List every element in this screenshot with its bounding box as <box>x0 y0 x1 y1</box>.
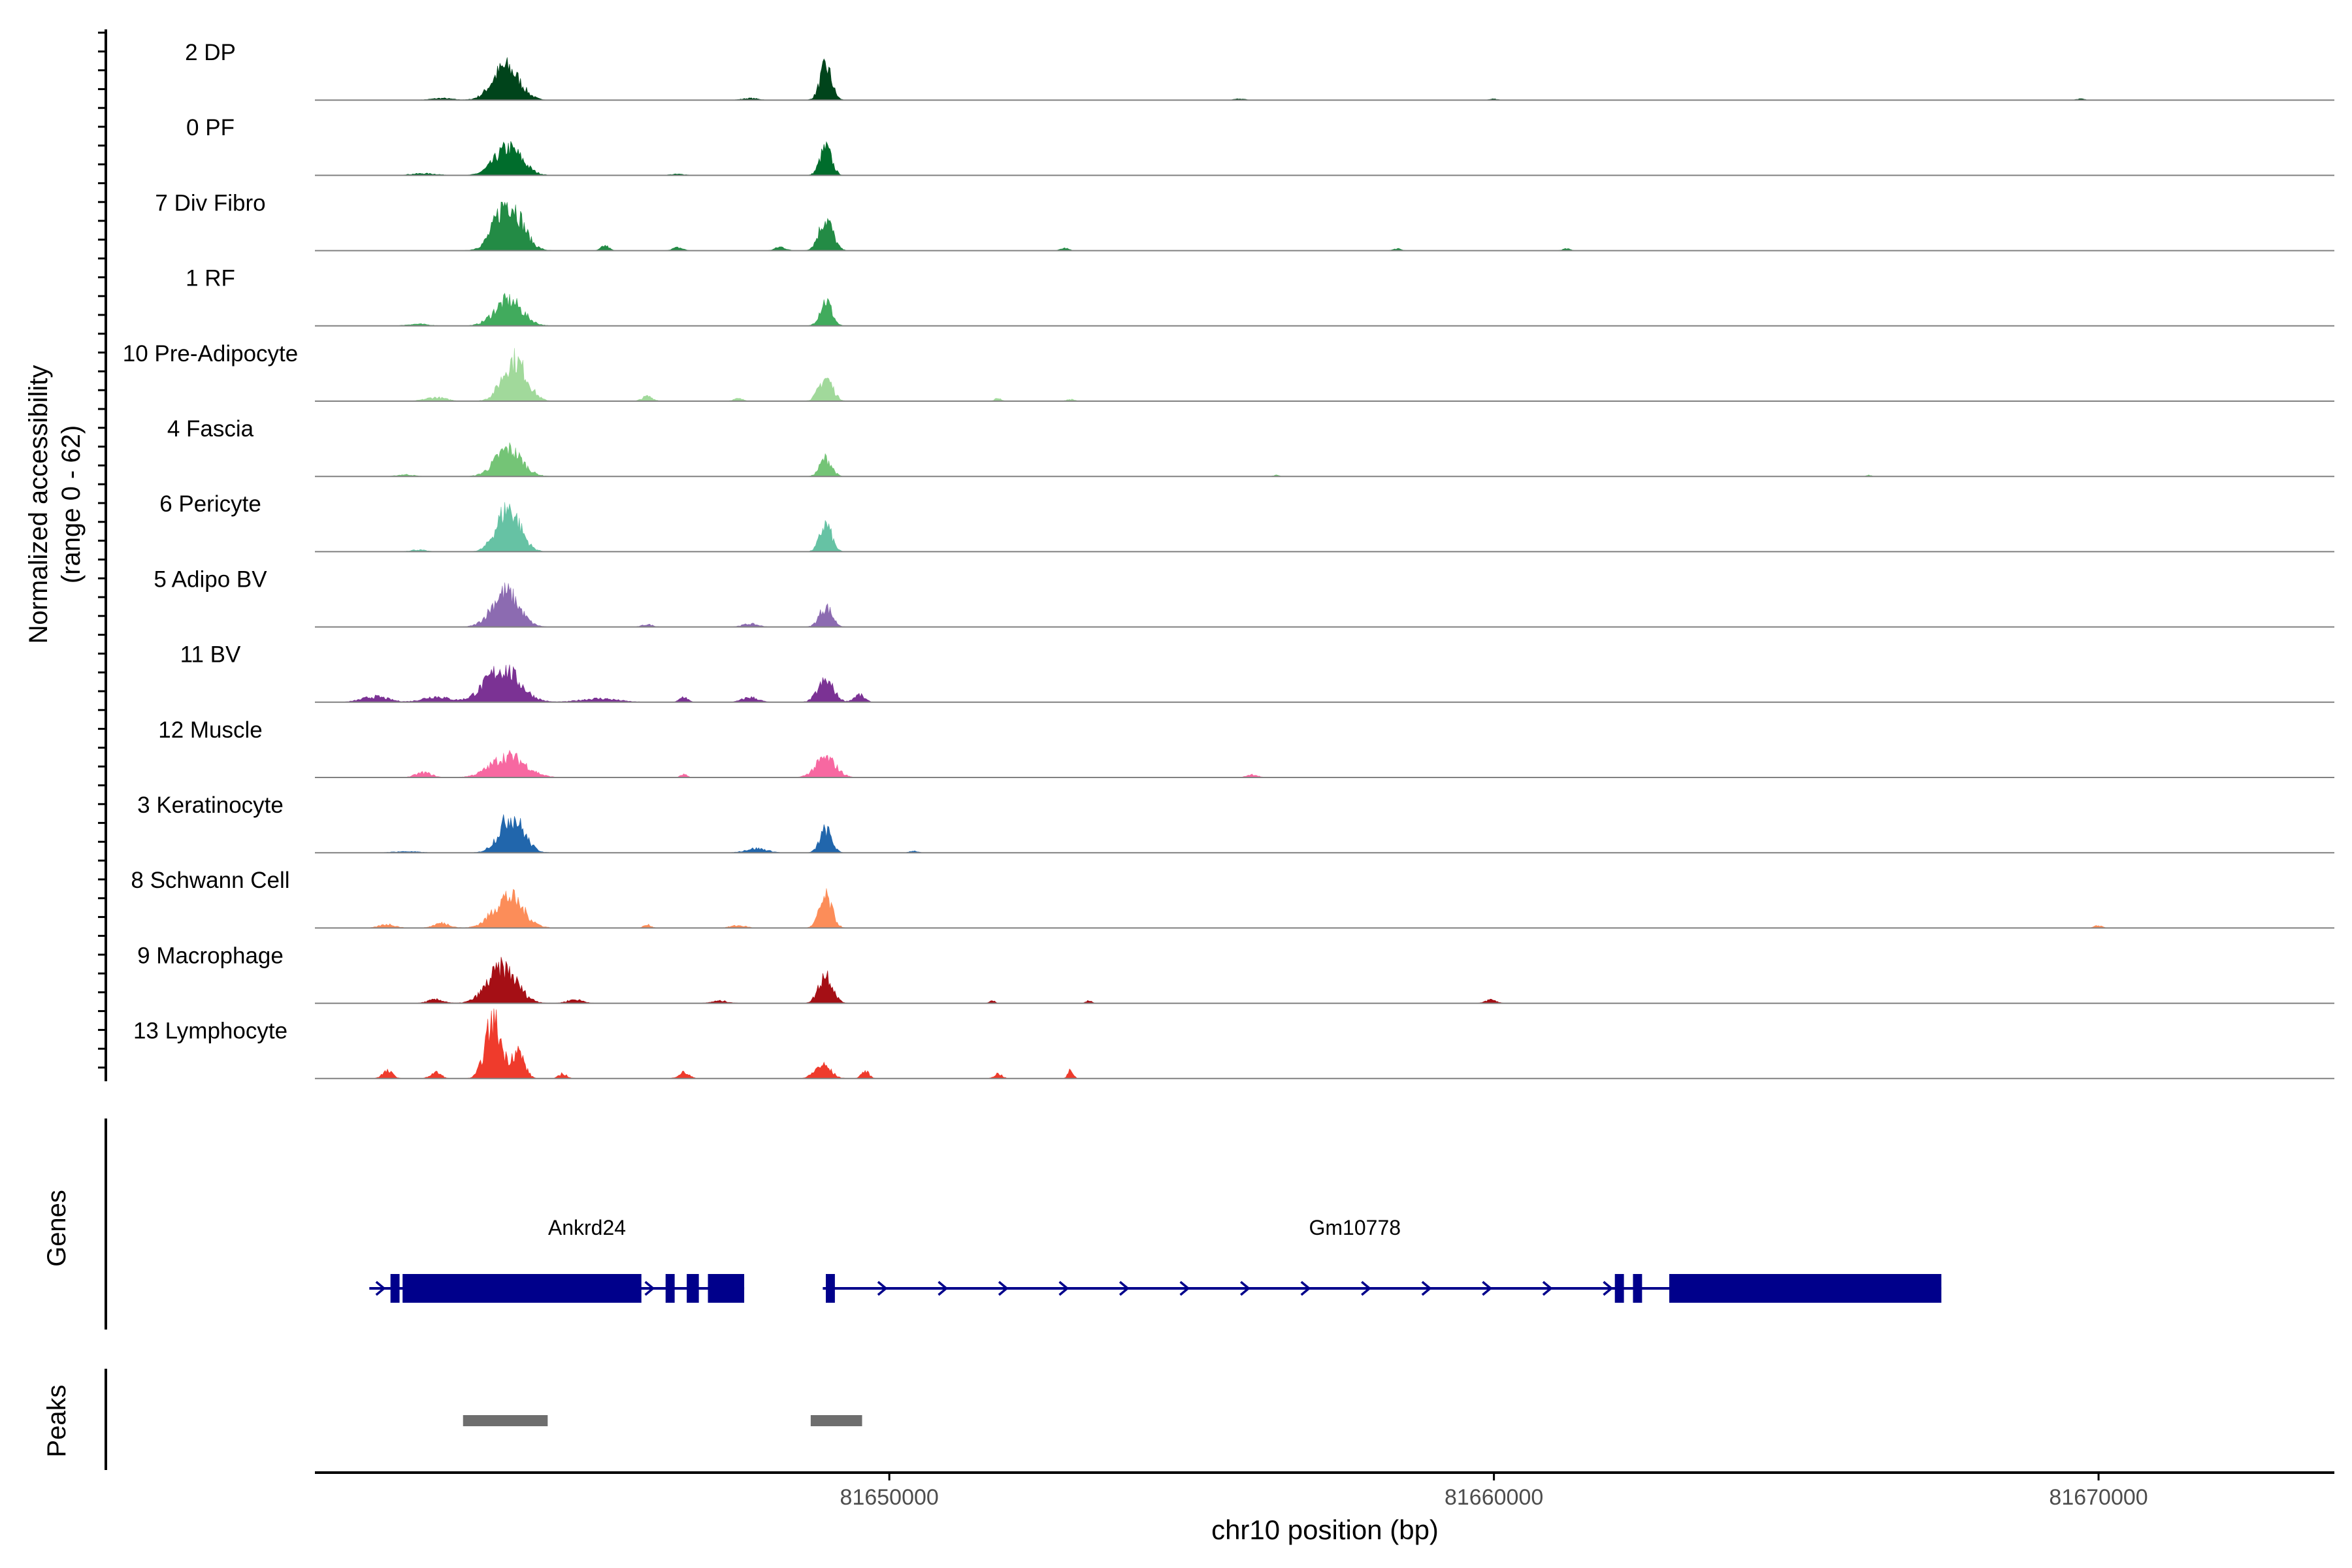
strand-arrow <box>1603 1281 1614 1296</box>
strand-arrow <box>1058 1281 1070 1296</box>
track-label: 8 Schwann Cell <box>131 868 289 893</box>
track-10: 12 Muscle <box>158 717 2334 778</box>
track-label: 10 Pre-Adipocyte <box>123 341 298 367</box>
strand-arrow <box>1542 1281 1553 1296</box>
gene-exon <box>826 1274 835 1303</box>
strand-arrow <box>1361 1281 1372 1296</box>
strand-arrow <box>877 1281 888 1296</box>
track-signal <box>315 442 2334 477</box>
x-axis: chr10 position (bp) 81650000 81660000 8167… <box>315 1471 2334 1545</box>
track-signal <box>315 956 2334 1004</box>
gene-exon <box>687 1274 699 1303</box>
strand-arrow <box>1240 1281 1250 1296</box>
track-label: 5 Adipo BV <box>154 566 267 592</box>
strand-arrow <box>375 1281 386 1296</box>
track-label: 7 Div Fibro <box>155 190 265 216</box>
x-axis-title: chr10 position (bp) <box>1211 1514 1439 1545</box>
track-signal <box>315 1008 2334 1079</box>
track-signal <box>315 749 2334 778</box>
track-label: 1 RF <box>186 266 235 291</box>
track-14: 13 Lymphocyte <box>133 1008 2334 1079</box>
y-axis-group <box>98 29 107 1081</box>
track-signal <box>315 582 2334 627</box>
track-label: 12 Muscle <box>158 717 263 743</box>
track-label: 6 Pericyte <box>159 491 261 517</box>
track-11: 3 Keratinocyte <box>137 792 2334 854</box>
x-tick-label: 81660000 <box>1445 1485 1543 1510</box>
gene-exon <box>1614 1274 1624 1303</box>
track-label: 13 Lymphocyte <box>133 1019 287 1044</box>
genes-panel: Genes Ankrd24 Gm10778 <box>42 1119 1942 1330</box>
track-9: 11 BV <box>180 642 2334 703</box>
track-8: 5 Adipo BV <box>154 566 2334 628</box>
peaks-panel-title: Peaks <box>42 1384 71 1457</box>
track-13: 9 Macrophage <box>137 943 2334 1004</box>
track-label: 9 Macrophage <box>137 943 284 968</box>
track-label: 0 PF <box>186 115 235 140</box>
track-signal <box>315 814 2334 853</box>
strand-arrow <box>1300 1281 1311 1296</box>
strand-arrow <box>1179 1281 1190 1296</box>
gene-exon <box>708 1274 745 1303</box>
gene-exon <box>390 1274 400 1303</box>
y-axis-title-line2: (range 0 - 62) <box>57 425 86 583</box>
track-7: 6 Pericyte <box>159 491 2334 553</box>
track-signal <box>315 348 2334 402</box>
track-3: 7 Div Fibro <box>155 190 2334 252</box>
track-signal <box>315 502 2334 552</box>
track-label: 11 BV <box>180 642 241 668</box>
genes-panel-title: Genes <box>42 1190 71 1267</box>
strand-arrow <box>1421 1281 1432 1296</box>
strand-arrow <box>1119 1281 1130 1296</box>
track-signal <box>315 664 2334 703</box>
track-signal <box>315 57 2334 101</box>
x-tick-label: 81650000 <box>840 1485 939 1510</box>
x-tick-label: 81670000 <box>2049 1485 2148 1510</box>
strand-arrow <box>644 1281 655 1296</box>
track-signal <box>315 293 2334 327</box>
track-label: 4 Fascia <box>167 416 254 442</box>
y-axis-title: Normalized accessibility (range 0 - 62) <box>24 365 86 644</box>
track-signal <box>315 141 2334 176</box>
gene-exon <box>1633 1274 1642 1303</box>
track-signal <box>315 201 2334 251</box>
track-label: 3 Keratinocyte <box>137 792 284 818</box>
gene-exon <box>402 1274 642 1303</box>
track-signal <box>315 888 2334 928</box>
peaks-panel: Peaks <box>42 1369 862 1470</box>
track-label: 2 DP <box>185 40 236 65</box>
gene-exon <box>665 1274 675 1303</box>
strand-arrow <box>998 1281 1009 1296</box>
accessibility-tracks: 2 DP 0 PF 7 Div Fibro 1 RF 10 Pre-Adipocyte 4… <box>123 40 2334 1079</box>
gene-name-label: Ankrd24 <box>548 1216 626 1239</box>
strand-arrow <box>1482 1281 1493 1296</box>
track-6: 4 Fascia <box>167 416 2334 478</box>
track-12: 8 Schwann Cell <box>131 868 2334 929</box>
strand-arrow <box>938 1281 949 1296</box>
gene-gm10778: Gm10778 <box>823 1216 1942 1303</box>
gene-ankrd24: Ankrd24 <box>369 1216 745 1303</box>
gene-exon <box>1669 1274 1942 1303</box>
peak-region <box>463 1415 548 1426</box>
peak-region <box>810 1415 862 1426</box>
y-axis-title-line1: Normalized accessibility <box>24 365 53 644</box>
track-5: 10 Pre-Adipocyte <box>123 341 2334 402</box>
track-1: 2 DP <box>185 40 2334 101</box>
track-2: 0 PF <box>186 115 2334 176</box>
track-4: 1 RF <box>186 266 2334 327</box>
gene-name-label: Gm10778 <box>1309 1216 1401 1239</box>
